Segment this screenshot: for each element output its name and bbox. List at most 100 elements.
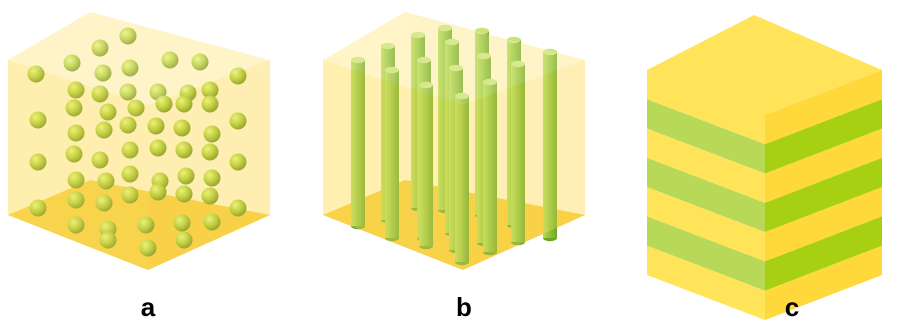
sphere (177, 167, 195, 185)
sphere (173, 119, 191, 137)
lamella-yellow-left (647, 128, 765, 203)
sphere (97, 172, 115, 190)
cylinder-top (477, 52, 491, 60)
cylinder-top (411, 31, 425, 39)
cylinder-top (351, 56, 365, 64)
lamella-green-left (647, 216, 765, 291)
cylinder (511, 64, 525, 242)
sphere (149, 139, 167, 157)
sphere (119, 27, 137, 45)
panel-label-b: b (456, 292, 472, 322)
sphere (201, 95, 219, 113)
sphere (91, 85, 109, 103)
sphere (201, 187, 219, 205)
sphere (67, 124, 85, 142)
sphere (121, 141, 139, 159)
panel-a-cube (8, 12, 270, 270)
sphere (121, 59, 139, 77)
panel-b-cube (323, 12, 585, 270)
cylinder-top (381, 42, 395, 50)
sphere (229, 67, 247, 85)
lamella-green-left (647, 157, 765, 233)
sphere (29, 111, 47, 129)
cylinder-top (417, 56, 431, 64)
cylinder-top (475, 27, 489, 35)
cylinder-top (385, 66, 399, 74)
sphere (29, 199, 47, 217)
panel-label-a: a (140, 292, 156, 322)
cylinder-top (438, 24, 452, 32)
cylinders-group (351, 24, 557, 266)
panel-b-front-left-face (323, 60, 463, 270)
panel-b-front-right-face (463, 60, 585, 270)
sphere (29, 153, 47, 171)
lamella-yellow-right (765, 187, 882, 262)
sphere (201, 143, 219, 161)
cylinder (543, 52, 557, 238)
sphere (91, 39, 109, 57)
sphere (65, 99, 83, 117)
sphere (67, 216, 85, 234)
lamella-yellow-right (765, 128, 882, 203)
panel-a-top-face (8, 12, 270, 105)
cylinder-top (419, 81, 433, 89)
sphere (121, 165, 139, 183)
spheres-group (27, 27, 247, 257)
cylinder-top (507, 36, 521, 44)
sphere (175, 231, 193, 249)
sphere (67, 81, 85, 99)
lamella-green-right (765, 99, 882, 174)
cylinder (455, 96, 469, 262)
cylinder (385, 70, 399, 238)
sphere (99, 231, 117, 249)
top-face (647, 15, 882, 115)
sphere (67, 171, 85, 189)
panel-c-cube (647, 15, 882, 320)
panel-a-front-right-face (148, 60, 270, 270)
sphere (229, 153, 247, 171)
sphere (201, 81, 219, 99)
lamella-yellow-left (647, 187, 765, 262)
cylinder-top (455, 92, 469, 100)
sphere (94, 64, 112, 82)
sphere (119, 83, 137, 101)
sphere (95, 121, 113, 139)
sphere (139, 239, 157, 257)
sphere (65, 145, 83, 163)
sphere (173, 214, 191, 232)
sphere (121, 186, 139, 204)
sphere (137, 216, 155, 234)
sphere (149, 183, 167, 201)
lamella-green-right (765, 157, 882, 233)
cylinder (419, 85, 433, 246)
sphere (229, 112, 247, 130)
sphere (147, 117, 165, 135)
lamella-yellow-left (647, 245, 765, 320)
cylinder-top (543, 48, 557, 56)
cylinder-top (445, 38, 459, 46)
sphere (155, 95, 173, 113)
cylinder-top (511, 60, 525, 68)
sphere (119, 116, 137, 134)
lamella-yellow-left (647, 70, 765, 145)
lamella-green-right (765, 216, 882, 291)
panel-label-c: c (784, 292, 800, 322)
sphere (63, 54, 81, 72)
cylinder-top (449, 64, 463, 72)
lamella-green-left (647, 99, 765, 174)
sphere (161, 51, 179, 69)
panel-a-front-left-face (8, 60, 148, 270)
sphere (203, 169, 221, 187)
sphere (175, 185, 193, 203)
lamella-yellow-right (765, 245, 882, 320)
sphere (203, 125, 221, 143)
cylinder (351, 60, 365, 226)
sphere (191, 53, 209, 71)
cylinder (483, 82, 497, 252)
sphere (127, 99, 145, 117)
sphere (27, 65, 45, 83)
sphere (203, 213, 221, 231)
panel-b-top-face (323, 12, 585, 105)
lamella-yellow-right (765, 70, 882, 145)
